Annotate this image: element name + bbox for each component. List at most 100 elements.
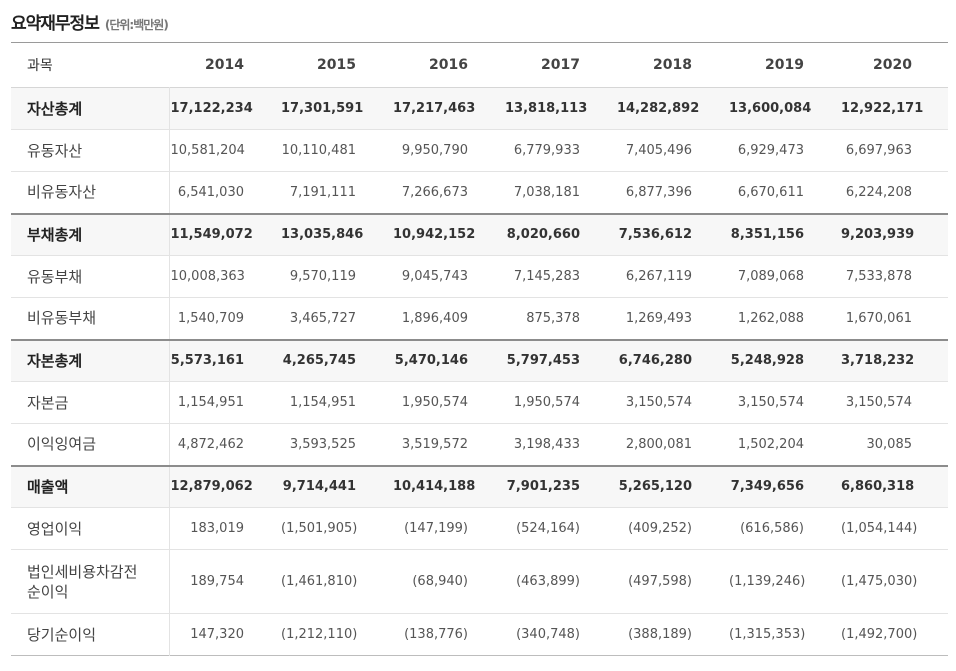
value-cell: (616,586) (740, 521, 804, 536)
unit-label: (단위:백만원) (104, 18, 169, 32)
table-row: 비유동부채 1,540,709 3,465,727 1,896,409 875,378 1… (11, 297, 948, 340)
value-cell: 6,877,396 (625, 184, 692, 200)
row-label: 법인세비용차감전순이익 (11, 549, 170, 614)
value-cell: (340,748) (516, 627, 580, 642)
value-cell: 7,533,878 (845, 269, 912, 284)
value-cell: 7,191,111 (289, 184, 356, 200)
value-cell: 147,320 (190, 627, 244, 642)
value-cell: 9,203,939 (841, 227, 915, 243)
value-cell: 17,301,591 (281, 101, 364, 116)
value-cell: 30,085 (866, 436, 913, 452)
table-total-row: 자산총계 17,122,234 17,301,591 17,217,463 13,818… (11, 87, 948, 130)
value-cell: (1,054,144) (841, 521, 918, 536)
value-cell: 3,465,727 (289, 310, 356, 326)
column-header-year: 2019 (765, 57, 804, 73)
value-cell: 6,929,473 (737, 143, 804, 158)
value-cell: 6,860,318 (841, 479, 915, 495)
value-cell: 3,150,574 (737, 395, 804, 410)
value-cell: 183,019 (190, 521, 244, 536)
value-cell: 3,519,572 (401, 436, 468, 452)
value-cell: 7,901,235 (506, 479, 580, 495)
value-cell: (1,212,110) (281, 627, 358, 642)
value-cell: 4,872,462 (177, 436, 244, 452)
value-cell: 4,265,745 (282, 353, 356, 369)
value-cell: (147,199) (404, 521, 468, 536)
table-row: 유동자산 10,581,204 10,110,481 9,950,790 6,779,9… (11, 129, 948, 172)
value-cell: 12,879,062 (170, 479, 253, 495)
value-cell: 1,154,951 (177, 395, 244, 410)
value-cell: 11,549,072 (170, 227, 253, 243)
value-cell: 9,045,743 (401, 269, 468, 284)
value-cell: 14,282,892 (617, 101, 700, 116)
row-label: 영업이익 (11, 507, 170, 550)
value-cell: 6,670,611 (737, 184, 804, 200)
value-cell: (409,252) (628, 521, 692, 536)
financial-summary-table: 과목 2014 2015 2016 2017 2018 2019 2020 자산… (11, 42, 948, 656)
value-cell: (1,315,353) (729, 627, 806, 642)
section-header: 요약재무정보 (단위:백만원) (0, 0, 956, 34)
value-cell: (1,501,905) (281, 521, 358, 536)
value-cell: 1,950,574 (401, 395, 468, 410)
value-cell: 2,800,081 (625, 436, 692, 452)
value-cell: 17,217,463 (393, 101, 476, 116)
value-cell: 10,008,363 (170, 269, 245, 284)
value-cell: 189,754 (190, 574, 244, 589)
value-cell: 7,266,673 (401, 184, 468, 200)
value-cell: 13,035,846 (281, 227, 364, 243)
table-row: 당기순이익 147,320 (1,212,110) (138,776) (340,748… (11, 613, 948, 656)
row-label: 당기순이익 (11, 613, 170, 656)
column-header-year: 2016 (429, 57, 468, 73)
table-row: 비유동자산 6,541,030 7,191,111 7,266,673 7,038,18… (11, 171, 948, 214)
value-cell: 6,746,280 (618, 353, 692, 369)
value-cell: (1,139,246) (729, 574, 806, 589)
column-header-year: 2015 (317, 57, 356, 73)
table-row: 영업이익 183,019 (1,501,905) (147,199) (524,164)… (11, 507, 948, 550)
column-header-year: 2017 (541, 57, 580, 73)
value-cell: 17,122,234 (170, 101, 253, 116)
value-cell: (1,475,030) (841, 574, 918, 589)
column-header-year: 2020 (873, 57, 912, 73)
value-cell: 1,502,204 (737, 436, 804, 452)
value-cell: 6,779,933 (513, 143, 580, 158)
value-cell: 3,150,574 (625, 395, 692, 410)
table-row: 법인세비용차감전순이익 189,754 (1,461,810) (68,940) (46… (11, 549, 948, 614)
row-label: 비유동부채 (11, 297, 170, 340)
value-cell: 8,020,660 (506, 227, 580, 243)
value-cell: 1,896,409 (401, 310, 468, 326)
value-cell: 1,154,951 (289, 395, 356, 410)
value-cell: 1,262,088 (737, 310, 804, 326)
value-cell: 7,038,181 (513, 184, 580, 200)
value-cell: 10,581,204 (170, 143, 245, 158)
column-header-year: 2018 (653, 57, 692, 73)
value-cell: 7,145,283 (513, 269, 580, 284)
value-cell: 5,797,453 (506, 353, 580, 369)
value-cell: 3,198,433 (513, 436, 580, 452)
value-cell: 7,089,068 (737, 269, 804, 284)
row-label: 자본총계 (11, 339, 170, 382)
value-cell: 5,265,120 (618, 479, 692, 495)
value-cell: 10,942,152 (393, 227, 476, 243)
value-cell: (524,164) (516, 521, 580, 536)
value-cell: 5,248,928 (730, 353, 804, 369)
table-total-row: 자본총계 5,573,161 4,265,745 5,470,146 5,797,453… (11, 339, 948, 382)
value-cell: 7,405,496 (625, 143, 692, 158)
row-label: 유동자산 (11, 129, 170, 172)
value-cell: 1,670,061 (845, 310, 912, 326)
section-title: 요약재무정보 (11, 14, 100, 34)
row-label: 자산총계 (11, 87, 170, 130)
value-cell: (497,598) (628, 574, 692, 589)
value-cell: 3,593,525 (289, 436, 356, 452)
column-header-subject: 과목 (27, 58, 53, 74)
value-cell: (1,461,810) (281, 574, 358, 589)
row-label: 유동부채 (11, 255, 170, 298)
value-cell: 7,349,656 (730, 479, 804, 495)
value-cell: 13,600,084 (729, 101, 812, 116)
value-cell: 3,150,574 (845, 395, 912, 410)
value-cell: (68,940) (412, 574, 468, 589)
table-header-row: 과목 2014 2015 2016 2017 2018 2019 2020 (11, 42, 948, 88)
table-row: 자본금 1,154,951 1,154,951 1,950,574 1,950,574 3… (11, 381, 948, 424)
column-header-year: 2014 (205, 57, 244, 73)
value-cell: 6,224,208 (845, 184, 912, 200)
value-cell: 9,950,790 (401, 143, 468, 158)
value-cell: 875,378 (526, 310, 580, 326)
